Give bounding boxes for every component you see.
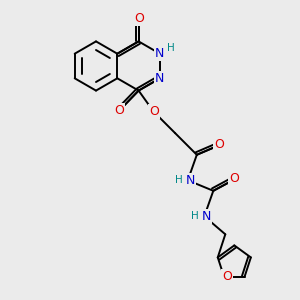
- Text: O: O: [114, 104, 124, 117]
- Text: O: O: [214, 138, 224, 151]
- Text: O: O: [222, 270, 232, 284]
- Text: N: N: [155, 47, 165, 60]
- Text: N: N: [185, 174, 195, 187]
- Text: N: N: [202, 210, 211, 223]
- Text: H: H: [191, 211, 199, 221]
- Text: O: O: [134, 12, 144, 26]
- Text: O: O: [149, 105, 159, 118]
- Text: O: O: [230, 172, 239, 185]
- Text: H: H: [167, 43, 174, 53]
- Text: N: N: [155, 72, 165, 85]
- Text: H: H: [175, 175, 183, 185]
